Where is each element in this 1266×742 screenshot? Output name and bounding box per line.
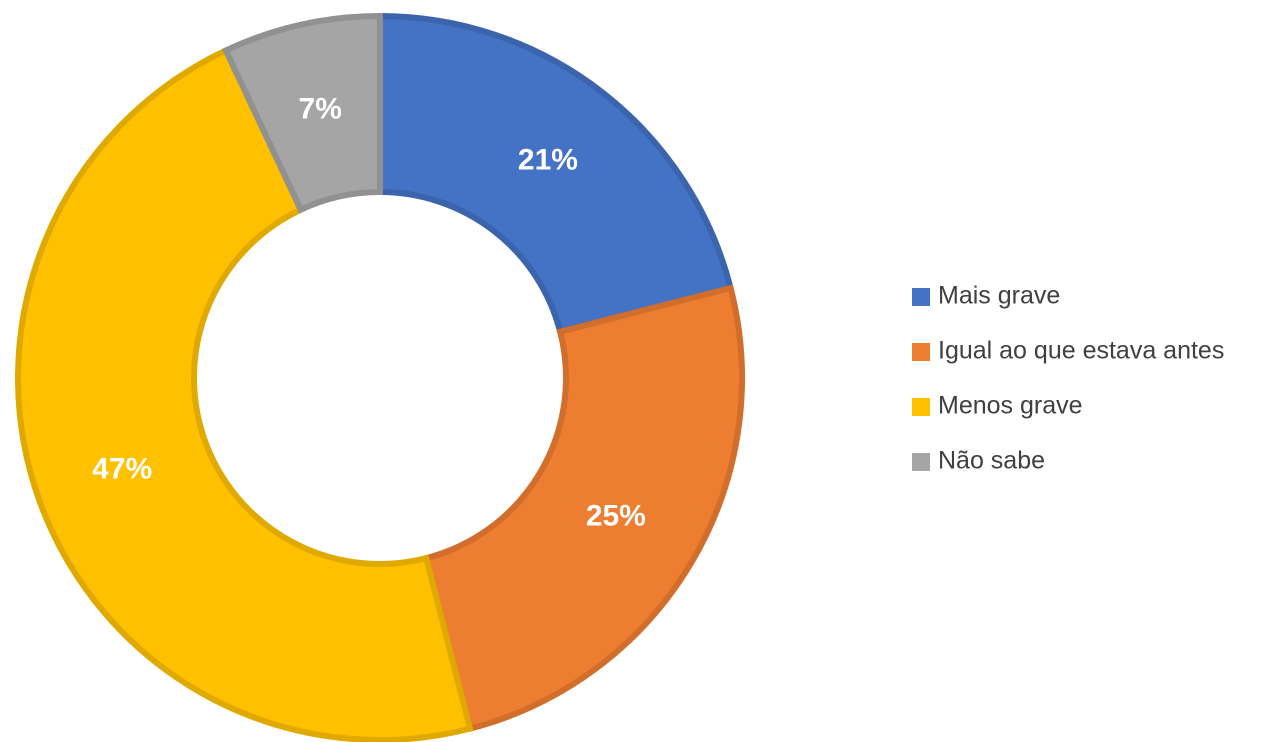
slice [422, 284, 745, 733]
value-label: 47% [92, 453, 152, 486]
legend-label: Não sabe [938, 447, 1045, 475]
slice [15, 46, 474, 742]
legend-label: Mais grave [938, 282, 1060, 310]
legend-swatch [912, 453, 930, 471]
value-label: 7% [299, 93, 342, 126]
legend-swatch [912, 343, 930, 361]
slice [221, 12, 383, 214]
legend-swatch [912, 288, 930, 306]
legend-swatch [912, 398, 930, 416]
value-label: 25% [586, 499, 646, 532]
legend-label: Igual ao que estava antes [938, 337, 1224, 365]
slice [377, 12, 735, 336]
value-label: 21% [518, 143, 578, 176]
legend-label: Menos grave [938, 392, 1083, 420]
